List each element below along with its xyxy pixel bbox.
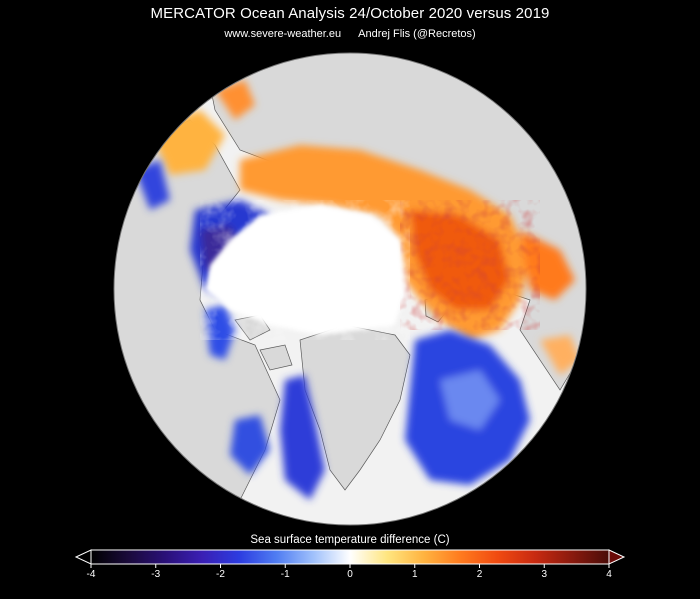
colorbar-tick-label: -1 [281, 569, 290, 580]
map-disc-border [113, 52, 587, 526]
baffin-cool-zone [280, 375, 325, 500]
colorbar: -4 -3 -2 -1 0 1 2 3 4 [74, 549, 626, 580]
hudson-cool-zone [230, 415, 270, 475]
colorbar-tick-label: -2 [216, 569, 225, 580]
colorbar-tick-label: 3 [541, 569, 547, 580]
map-disc [114, 53, 586, 525]
author-credit: Andrej Flis (@Recretos) [358, 28, 476, 40]
ice-edge-texture [200, 200, 410, 340]
barents-warm-zone [540, 335, 580, 375]
bering-warm-zone [215, 80, 255, 120]
colorbar-tick-label: -4 [87, 569, 96, 580]
colorbar-tick-label: 2 [477, 569, 483, 580]
colorbar-title: Sea surface temperature difference (C) [250, 534, 450, 546]
colorbar-gradient [90, 549, 610, 565]
nordic-mixed-zone [440, 370, 500, 430]
colorbar-tick-label: 1 [412, 569, 418, 580]
colorbar-ticks: -4 -3 -2 -1 0 1 2 3 4 [87, 564, 612, 580]
source-url: www.severe-weather.eu [224, 28, 342, 40]
colorbar-high-arrow [608, 549, 626, 565]
canadian-island-2 [259, 344, 293, 371]
colorbar-tick-label: -3 [151, 569, 160, 580]
warm-texture [400, 200, 540, 330]
map-title: MERCATOR Ocean Analysis 24/October 2020 … [150, 5, 550, 22]
colorbar-tick-label: 0 [347, 569, 353, 580]
colorbar-low-arrow [74, 549, 92, 565]
colorbar-tick-label: 4 [606, 569, 612, 580]
map-subtitle: www.severe-weather.eu Andrej Flis (@Recr… [0, 28, 700, 40]
